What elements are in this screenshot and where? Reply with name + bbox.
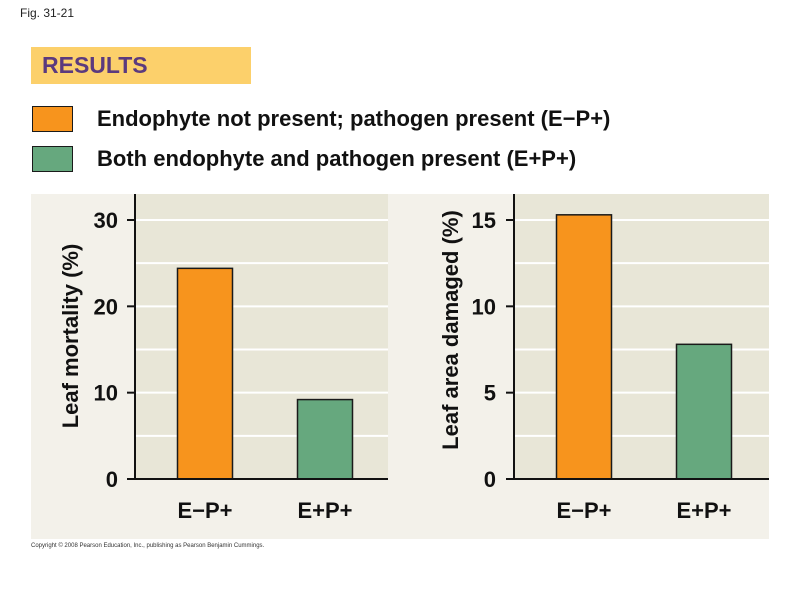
- bar-2: [296, 398, 354, 480]
- y-tick-label: 30: [94, 208, 118, 233]
- y-tick-label: 15: [472, 208, 496, 233]
- x-category-label: E−P+: [177, 498, 232, 523]
- legend-item-ep-plus: Both endophyte and pathogen present (E+P…: [32, 146, 576, 172]
- results-banner: RESULTS: [31, 47, 251, 84]
- bar-1: [176, 267, 234, 480]
- x-category-label: E+P+: [676, 498, 731, 523]
- legend-swatch-green: [32, 146, 73, 172]
- bar-2: [675, 343, 733, 480]
- legend-item-ep-minus: Endophyte not present; pathogen present …: [32, 106, 610, 132]
- figure-label: Fig. 31-21: [20, 6, 75, 20]
- x-category-label: E+P+: [297, 498, 352, 523]
- y-tick-label: 5: [484, 381, 496, 406]
- legend-label: Both endophyte and pathogen present (E+P…: [97, 146, 577, 171]
- y-tick-label: 0: [484, 467, 496, 492]
- y-tick-label: 10: [472, 294, 496, 319]
- y-tick-label: 20: [94, 294, 118, 319]
- legend-swatch-orange: [32, 106, 73, 132]
- y-axis-label: Leaf mortality (%): [58, 244, 83, 429]
- y-tick-label: 10: [94, 381, 118, 406]
- y-axis-label: Leaf area damaged (%): [438, 210, 463, 450]
- y-tick-label: 0: [106, 467, 118, 492]
- chart-1: 0 10 20 30 E−P+ E+P+ Leaf mortality (%): [58, 194, 388, 523]
- chart-2: 0 5 10 15 E−P+ E+P+ Leaf area damaged (%): [438, 194, 769, 523]
- copyright-notice: Copyright © 2008 Pearson Education, Inc.…: [31, 543, 265, 549]
- bar-1: [555, 214, 613, 480]
- x-category-label: E−P+: [556, 498, 611, 523]
- legend-label: Endophyte not present; pathogen present …: [97, 106, 611, 131]
